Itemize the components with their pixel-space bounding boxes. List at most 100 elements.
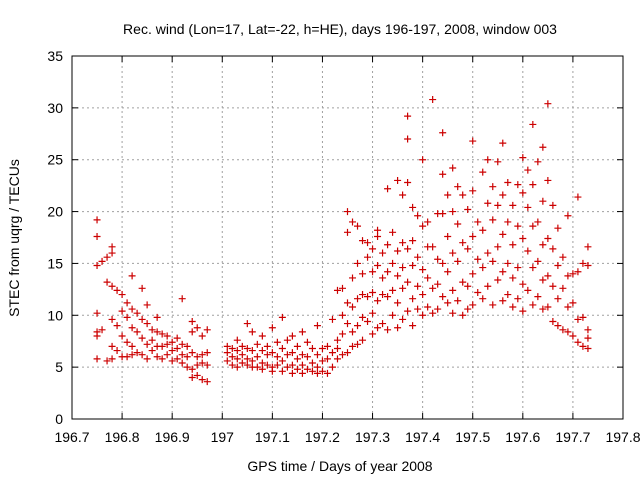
data-point-marker xyxy=(584,344,592,352)
data-point-marker xyxy=(524,247,532,255)
y-axis-label: STEC from uqrg / TECUs xyxy=(6,159,22,317)
data-point-marker xyxy=(564,212,572,220)
data-point-marker xyxy=(459,278,467,286)
data-point-marker xyxy=(449,286,457,294)
data-point-marker xyxy=(444,232,452,240)
data-point-marker xyxy=(509,201,517,209)
x-tick-label: 197 xyxy=(211,429,235,445)
y-tick-label: 30 xyxy=(47,100,63,116)
data-point-marker xyxy=(529,301,537,309)
data-point-marker xyxy=(198,351,206,359)
data-point-marker xyxy=(298,361,306,369)
data-point-marker xyxy=(98,326,106,334)
data-point-marker xyxy=(439,170,447,178)
y-tick-label: 0 xyxy=(55,411,63,427)
data-point-marker xyxy=(158,355,166,363)
data-point-marker xyxy=(108,315,116,323)
data-point-marker xyxy=(569,299,577,307)
x-tick-label: 197.5 xyxy=(455,429,490,445)
data-point-marker xyxy=(549,318,557,326)
data-point-marker xyxy=(489,301,497,309)
data-point-marker xyxy=(424,303,432,311)
data-point-marker xyxy=(133,309,141,317)
data-point-marker xyxy=(454,257,462,265)
data-point-marker xyxy=(183,353,191,361)
data-point-marker xyxy=(298,328,306,336)
data-point-marker xyxy=(554,295,562,303)
data-point-marker xyxy=(173,344,181,352)
data-point-marker xyxy=(399,191,407,199)
data-point-marker xyxy=(379,274,387,282)
data-point-marker xyxy=(263,342,271,350)
data-point-marker xyxy=(369,245,377,253)
data-point-marker xyxy=(424,218,432,226)
data-point-marker xyxy=(313,369,321,377)
data-point-marker xyxy=(248,347,256,355)
data-point-marker xyxy=(188,349,196,357)
data-point-marker xyxy=(108,282,116,290)
data-point-marker xyxy=(559,326,567,334)
data-point-marker xyxy=(273,338,281,346)
data-point-marker xyxy=(529,222,537,230)
data-point-marker xyxy=(128,342,136,350)
data-point-marker xyxy=(584,243,592,251)
data-point-marker xyxy=(138,284,146,292)
data-point-marker xyxy=(173,334,181,342)
data-point-marker xyxy=(404,278,412,286)
data-point-marker xyxy=(108,355,116,363)
y-tick-label: 25 xyxy=(47,152,63,168)
data-point-marker xyxy=(273,353,281,361)
x-tick-label: 197.2 xyxy=(305,429,340,445)
data-point-marker xyxy=(404,112,412,120)
data-point-marker xyxy=(389,311,397,319)
data-point-marker xyxy=(349,218,357,226)
data-point-marker xyxy=(509,303,517,311)
data-point-marker xyxy=(298,351,306,359)
data-point-marker xyxy=(228,361,236,369)
data-point-marker xyxy=(268,367,276,375)
data-point-marker xyxy=(323,355,331,363)
data-point-marker xyxy=(323,369,331,377)
data-point-marker xyxy=(328,363,336,371)
data-point-marker xyxy=(308,344,316,352)
data-point-marker xyxy=(539,197,547,205)
data-point-marker xyxy=(133,349,141,357)
data-point-marker xyxy=(228,353,236,361)
data-point-marker xyxy=(574,268,582,276)
data-point-marker xyxy=(464,305,472,313)
data-point-marker xyxy=(404,245,412,253)
data-point-marker xyxy=(359,291,367,299)
data-point-marker xyxy=(158,330,166,338)
data-point-marker xyxy=(138,351,146,359)
data-point-marker xyxy=(484,282,492,290)
data-point-marker xyxy=(539,305,547,313)
data-point-marker xyxy=(203,361,211,369)
data-point-marker xyxy=(429,284,437,292)
data-point-marker xyxy=(514,295,522,303)
data-point-marker xyxy=(419,311,427,319)
data-point-marker xyxy=(434,255,442,263)
data-point-marker xyxy=(559,253,567,261)
data-point-marker xyxy=(544,235,552,243)
data-point-marker xyxy=(444,191,452,199)
data-point-marker xyxy=(283,363,291,371)
data-point-marker xyxy=(474,288,482,296)
data-point-marker xyxy=(258,365,266,373)
data-point-marker xyxy=(93,232,101,240)
data-point-marker xyxy=(153,313,161,321)
data-point-marker xyxy=(509,274,517,282)
data-point-marker xyxy=(494,243,502,251)
data-point-marker xyxy=(489,183,497,191)
data-point-marker xyxy=(369,268,377,276)
data-point-marker xyxy=(564,272,572,280)
data-point-marker xyxy=(198,332,206,340)
data-point-marker xyxy=(374,297,382,305)
data-point-marker xyxy=(223,342,231,350)
data-point-marker xyxy=(384,185,392,193)
data-point-marker xyxy=(519,154,527,162)
data-point-marker xyxy=(188,365,196,373)
data-point-marker xyxy=(394,247,402,255)
data-point-marker xyxy=(248,328,256,336)
data-point-marker xyxy=(364,253,372,261)
data-point-marker xyxy=(163,332,171,340)
